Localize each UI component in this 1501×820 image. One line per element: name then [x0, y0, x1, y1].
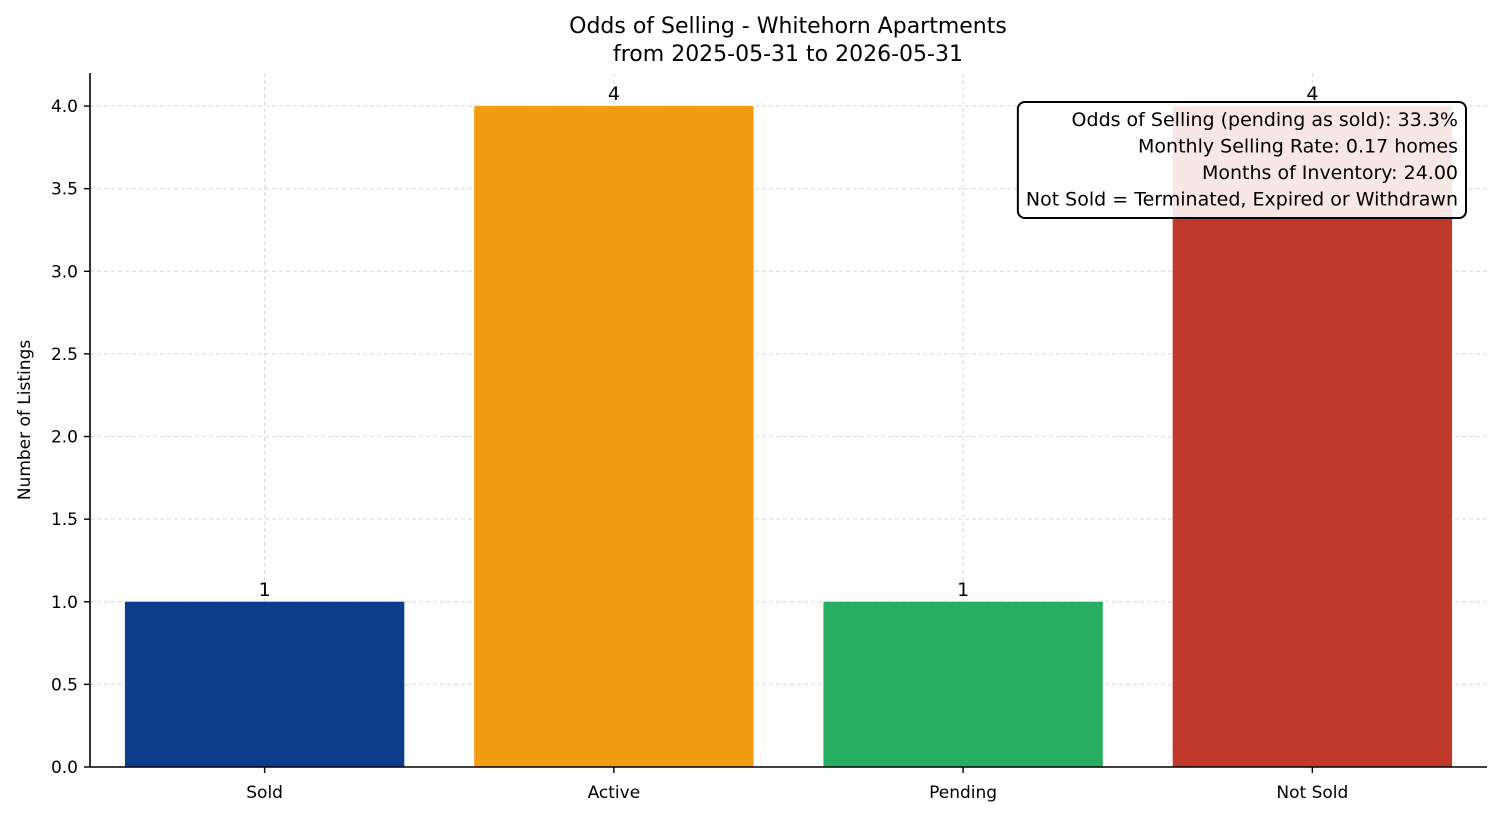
- stats-annotation-box: Odds of Selling (pending as sold): 33.3%…: [1016, 101, 1467, 219]
- stats-box-background: [1016, 101, 1467, 219]
- y-tick-label: 1.0: [51, 593, 78, 613]
- y-tick-label: 4.0: [51, 97, 78, 117]
- bar-value-label: 1: [259, 579, 271, 601]
- y-tick-label: 1.5: [51, 510, 78, 530]
- y-tick-label: 2.5: [51, 345, 78, 365]
- y-tick-label: 0.0: [51, 758, 78, 778]
- bar-value-label: 1: [957, 579, 969, 601]
- bar-value-label: 4: [1306, 83, 1318, 105]
- bar-value-label: 4: [608, 83, 620, 105]
- chart-subtitle: from 2025-05-31 to 2026-05-31: [613, 42, 963, 67]
- bar-value-labels: 1 4 1 4: [259, 83, 1319, 601]
- x-tick-label-not-sold: Not Sold: [1276, 783, 1348, 803]
- bars: [124, 106, 1453, 768]
- bar-pending: [823, 601, 1103, 767]
- y-tick-label: 3.5: [51, 180, 78, 200]
- y-tick-label: 0.5: [51, 675, 78, 695]
- stats-line-inventory: Months of Inventory: 24.00: [1202, 162, 1458, 184]
- y-tick-label: 2.0: [51, 428, 78, 448]
- bar-active: [474, 106, 754, 768]
- chart-title: Odds of Selling - Whitehorn Apartments: [569, 14, 1007, 39]
- y-tick-label: 3.0: [51, 262, 78, 282]
- x-tick-label-pending: Pending: [929, 783, 997, 803]
- stats-line-not-sold-definition: Not Sold = Terminated, Expired or Withdr…: [1026, 189, 1458, 211]
- axes: 0.0 0.5 1.0 1.5 2.0 2.5 3.0 3.5 4.0 Sold Active Pen…: [51, 73, 1487, 803]
- bar-sold: [124, 601, 405, 767]
- x-tick-label-sold: Sold: [246, 783, 283, 803]
- stats-line-odds: Odds of Selling (pending as sold): 33.3%: [1072, 109, 1458, 131]
- y-axis-label: Number of Listings: [15, 340, 35, 500]
- stats-line-selling-rate: Monthly Selling Rate: 0.17 homes: [1138, 136, 1458, 158]
- x-tick-label-active: Active: [588, 783, 641, 803]
